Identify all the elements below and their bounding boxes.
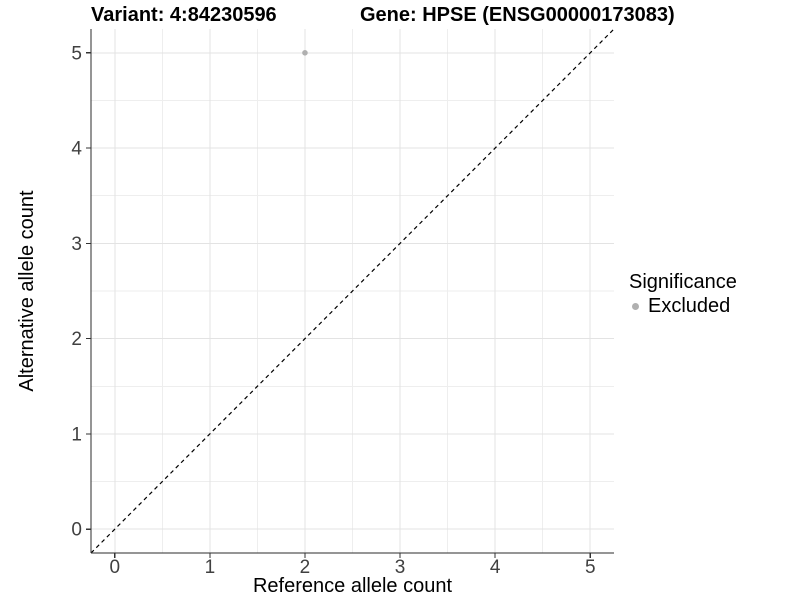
- y-tick-label: 5: [71, 43, 82, 64]
- plot-title-variant: Variant: 4:84230596: [91, 4, 277, 26]
- data-point: [302, 50, 308, 56]
- excluded-point-icon: [632, 303, 639, 310]
- y-tick-label: 2: [71, 329, 82, 350]
- identity-dashed-line: [90, 28, 615, 554]
- x-tick-label: 0: [109, 557, 120, 578]
- legend-item: Excluded: [629, 295, 737, 318]
- legend-title: Significance: [629, 271, 737, 293]
- x-tick-label: 3: [395, 557, 406, 578]
- y-tick-label: 1: [71, 424, 82, 445]
- legend: Significance Excluded: [629, 271, 737, 318]
- x-tick-label: 1: [205, 557, 216, 578]
- x-tick-label: 4: [490, 557, 501, 578]
- legend-item-label: Excluded: [648, 295, 731, 317]
- x-tick-label: 5: [585, 557, 596, 578]
- y-axis-title: Alternative allele count: [16, 190, 38, 392]
- y-tick-label: 4: [71, 139, 82, 160]
- x-axis-title: Reference allele count: [252, 575, 452, 597]
- y-tick-label: 3: [71, 234, 82, 255]
- x-tick-label: 2: [300, 557, 311, 578]
- plot-title-gene: Gene: HPSE (ENSG00000173083): [360, 4, 675, 26]
- y-tick-label: 0: [71, 520, 82, 541]
